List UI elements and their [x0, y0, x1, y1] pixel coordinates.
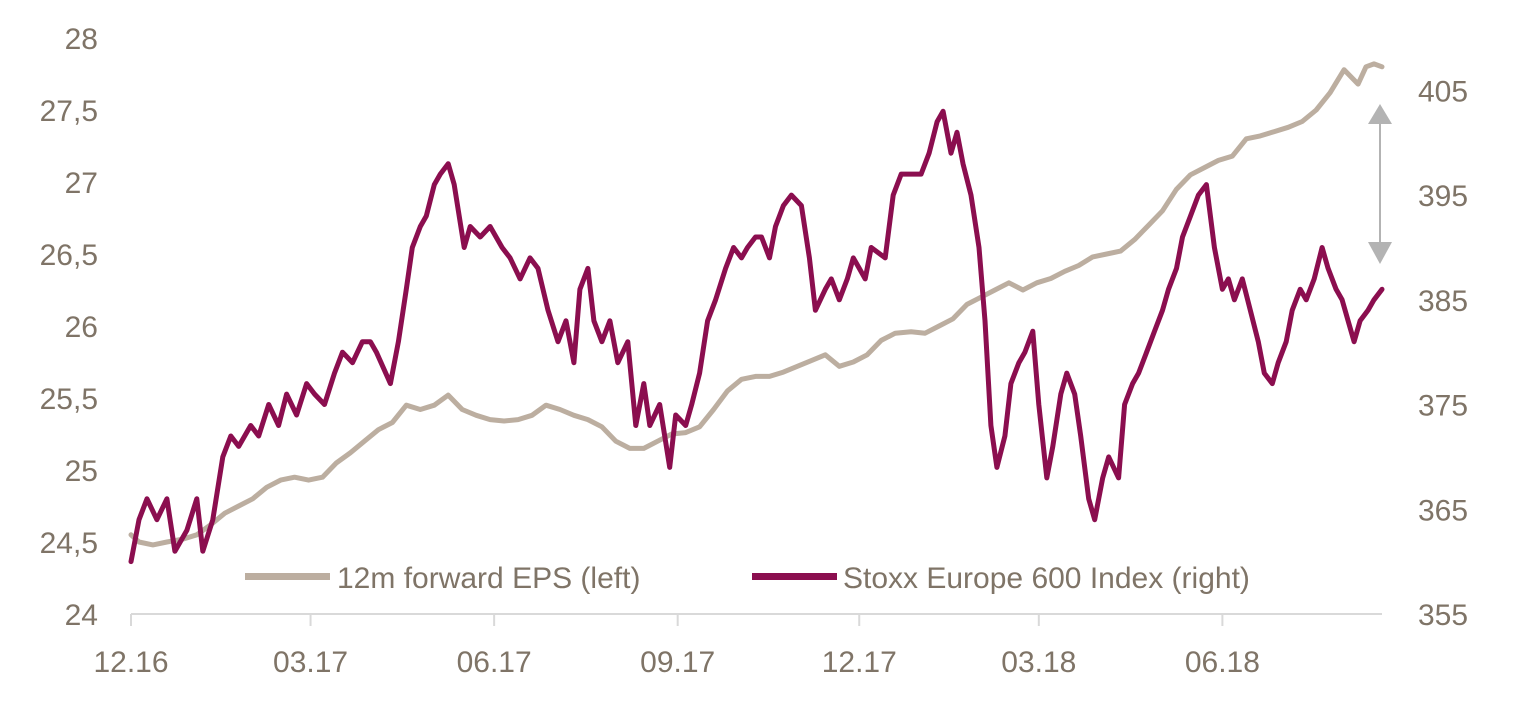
y-left-tick-label: 24 [65, 599, 98, 632]
y-left-tick-label: 25 [65, 455, 98, 488]
y-left-tick-label: 27,5 [40, 95, 98, 128]
series-line-index [128, 108, 1385, 565]
x-tick-label: 09.17 [640, 646, 715, 679]
y-right-tick-label: 365 [1418, 494, 1468, 527]
legend-swatch-eps [245, 573, 330, 580]
x-tick-label: 06.17 [457, 646, 532, 679]
legend: 12m forward EPS (left) Stoxx Europe 600 … [245, 562, 1250, 595]
series-line-eps [128, 61, 1385, 548]
gap-arrow-head-up [1368, 104, 1392, 124]
y-left-tick-label: 24,5 [40, 527, 98, 560]
legend-label-eps: 12m forward EPS (left) [337, 562, 640, 595]
x-axis: 12.16 03.17 06.17 09.17 12.17 03.18 06.18 [93, 613, 1382, 679]
y-left-tick-label: 26,5 [40, 239, 98, 272]
x-tick-label: 12.17 [822, 646, 897, 679]
y-right-tick-label: 355 [1418, 599, 1468, 632]
legend-swatch-index [752, 573, 837, 580]
y-left-tick-label: 28 [65, 23, 98, 56]
gap-arrow-annotation [1368, 104, 1392, 264]
y-right-tick-label: 385 [1418, 285, 1468, 318]
y-axis-right: 355 365 375 385 395 405 [1418, 75, 1468, 632]
legend-label-index: Stoxx Europe 600 Index (right) [843, 562, 1250, 595]
series-layer [128, 61, 1385, 565]
x-tick-label: 12.16 [93, 646, 168, 679]
y-left-tick-label: 27 [65, 167, 98, 200]
x-tick-label: 06.18 [1185, 646, 1260, 679]
y-right-tick-label: 375 [1418, 390, 1468, 423]
x-tick-label: 03.18 [1001, 646, 1076, 679]
y-right-tick-label: 405 [1418, 75, 1468, 108]
x-tick-label: 03.17 [273, 646, 348, 679]
y-left-tick-label: 26 [65, 311, 98, 344]
y-left-tick-label: 25,5 [40, 383, 98, 416]
y-axis-left: 24 24,5 25 25,5 26 26,5 27 27,5 28 [40, 23, 98, 632]
gap-arrow-head-down [1368, 242, 1392, 264]
y-right-tick-label: 395 [1418, 180, 1468, 213]
